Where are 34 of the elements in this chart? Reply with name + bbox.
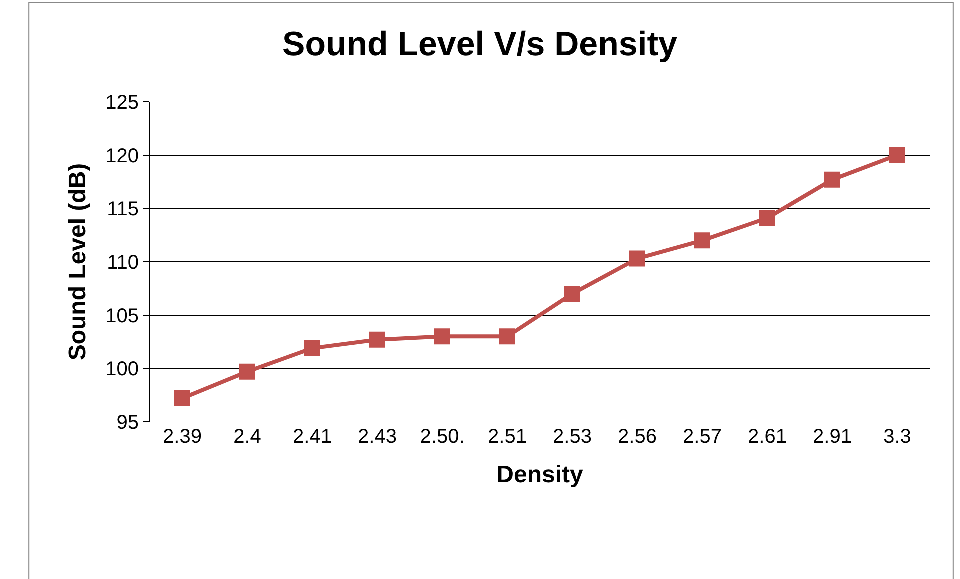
point [890, 147, 906, 164]
point [824, 172, 840, 188]
point [500, 328, 516, 345]
x-tick-label: 2.91 [813, 426, 852, 448]
point [174, 390, 190, 407]
point [564, 286, 580, 302]
y-tick-label: 115 [107, 198, 139, 221]
y-tick-label: 120 [106, 145, 139, 168]
x-tick-label: 3.3 [884, 426, 912, 448]
x-tick-label: 2.39 [163, 426, 202, 448]
y-axis-title: Sound Level (dB) [64, 163, 92, 361]
x-tick-label: 2.56 [618, 426, 657, 448]
chart-title: Sound Level V/s Density [282, 25, 678, 64]
y-tick-label: 95 [116, 412, 139, 434]
y-tick-label: 105 [106, 305, 139, 328]
x-tick-label: 2.4 [234, 426, 262, 448]
point [304, 340, 320, 356]
point [694, 232, 710, 249]
x-tick-label: 2.43 [358, 426, 397, 448]
x-tick-label: 2.57 [683, 426, 722, 448]
point [240, 364, 256, 380]
x-tick-label: 2.50. [420, 426, 465, 448]
y-tick-label: 125 [106, 92, 139, 114]
x-tick-label: 2.53 [553, 426, 592, 448]
x-tick-label: 2.61 [748, 426, 787, 448]
point [434, 328, 450, 345]
x-axis-title: Density [496, 461, 584, 488]
point [370, 332, 386, 348]
y-tick-label: 100 [106, 358, 139, 381]
y-tick-label: 110 [107, 252, 139, 274]
x-tick-label: 2.41 [293, 426, 332, 448]
x-tick-label: 2.51 [488, 426, 527, 448]
point [760, 210, 776, 226]
point [630, 250, 646, 267]
